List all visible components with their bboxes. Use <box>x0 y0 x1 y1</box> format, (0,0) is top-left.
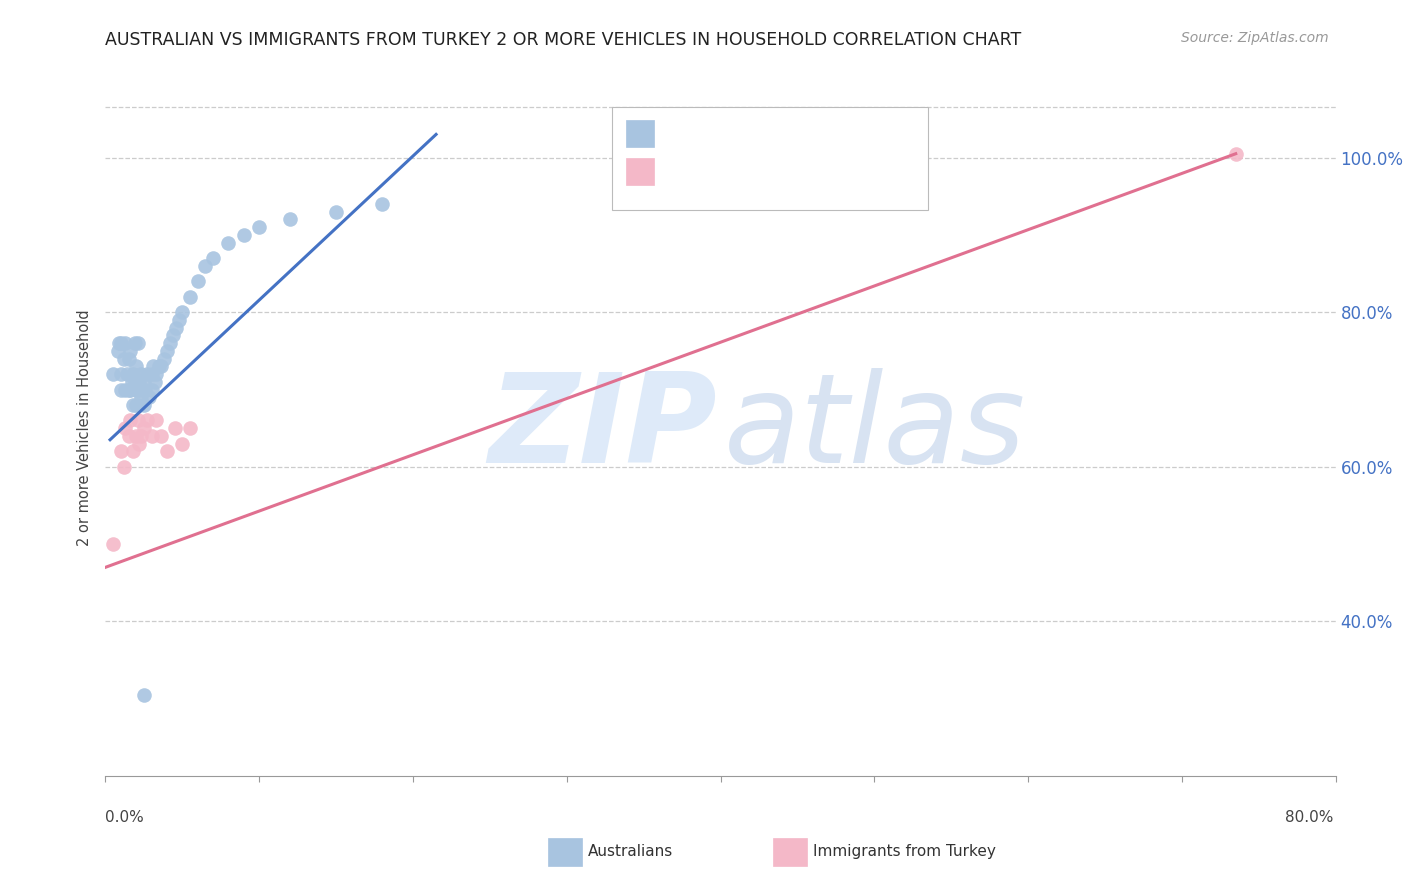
Text: 80.0%: 80.0% <box>1285 810 1333 825</box>
Point <box>115 367 138 381</box>
Text: 0.466: 0.466 <box>707 125 758 143</box>
Point <box>125 398 148 412</box>
Point <box>122 367 145 381</box>
Point <box>114 421 136 435</box>
Point <box>117 383 139 397</box>
Point <box>120 383 141 397</box>
Point <box>107 343 129 358</box>
Point <box>127 383 149 397</box>
Point <box>143 375 166 389</box>
Text: R =: R = <box>665 162 710 180</box>
Point <box>128 375 150 389</box>
Point <box>108 336 131 351</box>
Point <box>110 444 132 458</box>
Point <box>153 351 176 366</box>
Point <box>122 398 145 412</box>
Point <box>101 367 124 381</box>
Text: 0.811: 0.811 <box>711 162 762 180</box>
Point <box>187 274 209 288</box>
Point <box>121 375 143 389</box>
Point <box>218 235 240 250</box>
Point <box>169 313 191 327</box>
Point <box>132 421 155 435</box>
Point <box>101 537 124 551</box>
Text: 59: 59 <box>820 125 842 143</box>
Point <box>141 429 163 443</box>
Point <box>114 383 136 397</box>
Point <box>132 398 155 412</box>
Point <box>120 343 141 358</box>
Text: atlas: atlas <box>724 368 1026 489</box>
Point <box>149 429 172 443</box>
Text: 0.0%: 0.0% <box>105 810 145 825</box>
Point <box>125 383 148 397</box>
Point <box>371 197 394 211</box>
Point <box>141 383 163 397</box>
Text: Source: ZipAtlas.com: Source: ZipAtlas.com <box>1181 31 1329 45</box>
Text: ZIP: ZIP <box>488 368 717 489</box>
Point <box>136 367 159 381</box>
Point <box>247 220 270 235</box>
Point <box>149 359 172 374</box>
Point <box>141 367 163 381</box>
Point <box>202 251 225 265</box>
Point <box>194 259 217 273</box>
Point <box>172 305 194 319</box>
Text: N =: N = <box>766 125 818 143</box>
Point <box>172 436 194 450</box>
Point <box>232 227 254 242</box>
Text: AUSTRALIAN VS IMMIGRANTS FROM TURKEY 2 OR MORE VEHICLES IN HOUSEHOLD CORRELATION: AUSTRALIAN VS IMMIGRANTS FROM TURKEY 2 O… <box>105 31 1022 49</box>
Point <box>127 413 149 427</box>
Text: Immigrants from Turkey: Immigrants from Turkey <box>813 845 995 859</box>
Point <box>112 351 135 366</box>
Point <box>124 375 146 389</box>
Point <box>132 375 155 389</box>
Point <box>129 429 152 443</box>
Point <box>179 290 201 304</box>
Point <box>138 390 160 404</box>
Point <box>110 383 132 397</box>
Point <box>117 351 139 366</box>
Point <box>124 336 146 351</box>
Point <box>136 413 159 427</box>
Point <box>110 336 132 351</box>
Point <box>131 383 153 397</box>
Point <box>128 436 150 450</box>
Point <box>163 421 186 435</box>
Y-axis label: 2 or more Vehicles in Household: 2 or more Vehicles in Household <box>77 310 93 547</box>
Point <box>114 336 136 351</box>
Point <box>179 421 201 435</box>
Point <box>145 367 167 381</box>
Point <box>125 359 148 374</box>
Point <box>278 212 301 227</box>
Point <box>129 390 152 404</box>
Point <box>125 429 148 443</box>
Point <box>156 444 179 458</box>
Point <box>165 320 187 334</box>
Point <box>110 367 132 381</box>
Point <box>134 383 156 397</box>
Text: Australians: Australians <box>588 845 673 859</box>
Text: R =: R = <box>665 125 704 143</box>
Text: N =: N = <box>766 162 818 180</box>
Point <box>120 413 141 427</box>
Point <box>162 328 184 343</box>
Point <box>122 444 145 458</box>
Point <box>117 429 139 443</box>
Point <box>148 359 170 374</box>
Point <box>325 204 347 219</box>
Point <box>142 359 165 374</box>
Point <box>112 459 135 474</box>
Point <box>145 413 167 427</box>
Point <box>128 398 150 412</box>
Text: 21: 21 <box>820 162 842 180</box>
Point <box>156 343 179 358</box>
Point <box>1225 146 1247 161</box>
Point <box>127 336 149 351</box>
Point <box>129 367 152 381</box>
Point <box>159 336 181 351</box>
Point <box>132 688 155 702</box>
